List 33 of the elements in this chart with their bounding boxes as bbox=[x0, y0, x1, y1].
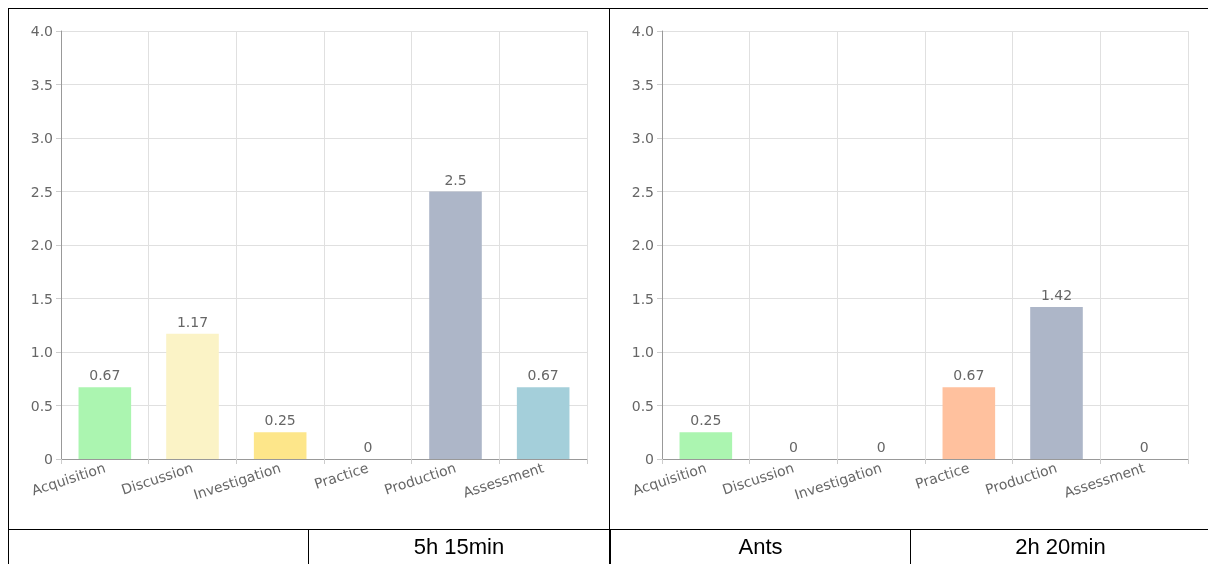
y-tick-label: 1.5 bbox=[30, 290, 53, 307]
y-tick-label: 1.0 bbox=[30, 344, 53, 360]
data-label: 0.67 bbox=[89, 367, 121, 384]
y-tick-label: 3.0 bbox=[631, 130, 654, 146]
text: Ants bbox=[610, 530, 910, 564]
data-label: 0.25 bbox=[264, 412, 296, 429]
y-tick-label: 4.0 bbox=[631, 23, 654, 39]
data-label: 2.5 bbox=[444, 171, 467, 188]
data-label: 1.17 bbox=[176, 313, 209, 330]
y-tick-label: 3.0 bbox=[30, 130, 53, 146]
y-tick-label: 2.5 bbox=[631, 183, 654, 200]
y-tick-label: 0.5 bbox=[631, 397, 654, 414]
y-tick-label: 2.0 bbox=[30, 237, 53, 253]
data-label: 0 bbox=[789, 439, 798, 455]
y-tick-label: 0 bbox=[44, 451, 53, 467]
y-tick-label: 3.5 bbox=[30, 76, 53, 93]
y-tick-label: 4.0 bbox=[30, 23, 53, 39]
y-tick-label: 2.5 bbox=[30, 183, 53, 200]
data-label: 0.25 bbox=[690, 412, 722, 429]
data-label: 1.42 bbox=[1040, 287, 1073, 304]
data-label: 0 bbox=[363, 439, 373, 455]
y-tick-label: 1.5 bbox=[631, 290, 654, 307]
y-tick-label: 0.5 bbox=[30, 397, 53, 414]
y-tick-label: 2.0 bbox=[631, 237, 654, 253]
data-label: 0.67 bbox=[953, 367, 985, 384]
y-tick-label: 1.0 bbox=[631, 344, 654, 360]
data-label: 0.67 bbox=[527, 367, 559, 384]
y-tick-label: 3.5 bbox=[631, 76, 654, 93]
data-label: 0 bbox=[1139, 439, 1149, 455]
y-tick-label: 0 bbox=[645, 451, 654, 467]
data-label: 0 bbox=[876, 439, 886, 455]
text: 2h 20min bbox=[910, 530, 1208, 564]
text: 5h 15min bbox=[308, 530, 609, 564]
